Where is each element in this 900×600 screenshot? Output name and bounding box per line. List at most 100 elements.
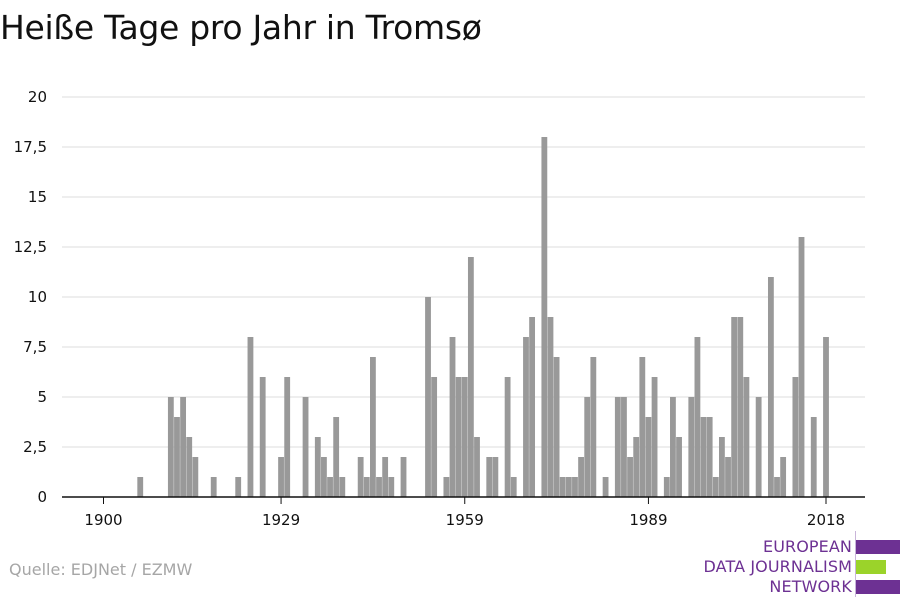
bar	[167, 397, 174, 497]
y-tick-label: 12,5	[14, 238, 47, 256]
x-tick-label: 1989	[629, 511, 667, 529]
logo-bar-purple-top	[856, 540, 900, 554]
bar	[357, 457, 364, 497]
bar	[670, 397, 676, 497]
bar	[663, 477, 670, 497]
bar	[369, 357, 376, 497]
y-tick-label: 7,5	[23, 338, 47, 356]
logo-line-1: EUROPEAN	[762, 537, 852, 556]
bar	[731, 317, 738, 497]
bar	[565, 477, 572, 497]
y-tick-label: 5	[37, 388, 47, 406]
bar	[676, 437, 682, 497]
bar	[504, 377, 511, 497]
bar	[743, 377, 750, 497]
logo-bar-purple-bottom	[856, 580, 900, 594]
bar	[382, 457, 389, 497]
bar	[363, 477, 370, 497]
logo-line-2: DATA JOURNALISM	[703, 557, 852, 576]
y-tick-label: 15	[28, 188, 47, 206]
bar	[443, 477, 450, 497]
bar	[247, 337, 254, 497]
bar	[547, 317, 554, 497]
bar	[627, 457, 633, 497]
bar	[235, 477, 242, 497]
bar	[590, 357, 597, 497]
bar	[774, 477, 780, 497]
edjnet-logo[interactable]: EUROPEAN DATA JOURNALISM NETWORK	[700, 531, 900, 597]
bar	[510, 477, 517, 497]
bar	[388, 477, 395, 497]
logo-bar-green	[856, 560, 886, 574]
bar	[461, 377, 468, 497]
bar	[823, 337, 829, 497]
bar	[572, 477, 578, 497]
bar	[314, 437, 321, 497]
bar	[810, 417, 817, 497]
logo-text: EUROPEAN DATA JOURNALISM NETWORK	[704, 537, 852, 597]
x-tick-label: 1929	[262, 511, 300, 529]
y-tick-label: 10	[28, 288, 47, 306]
bar	[553, 357, 560, 497]
bar	[737, 317, 744, 497]
bar	[780, 457, 787, 497]
bar	[651, 377, 658, 497]
bar	[327, 477, 333, 497]
bar	[706, 417, 713, 497]
bar	[578, 457, 584, 497]
bar	[474, 437, 480, 497]
x-tick-label: 2018	[807, 511, 845, 529]
bar	[755, 397, 762, 497]
logo-line-3: NETWORK	[769, 577, 852, 596]
bar	[192, 457, 199, 497]
bar	[486, 457, 493, 497]
bar	[602, 477, 609, 497]
bar	[186, 437, 193, 497]
bar	[259, 377, 266, 497]
bar	[621, 397, 627, 497]
bar	[210, 477, 217, 497]
bar	[425, 297, 431, 497]
x-tick-label: 1959	[446, 511, 484, 529]
bar	[688, 397, 695, 497]
bar	[798, 237, 805, 497]
bar	[321, 457, 327, 497]
bar	[523, 337, 529, 497]
y-tick-label: 2,5	[23, 438, 47, 456]
bar	[639, 357, 646, 497]
y-tick-label: 0	[37, 488, 47, 506]
bar	[449, 337, 456, 497]
bar	[302, 397, 309, 497]
bar	[492, 457, 499, 497]
bar	[633, 437, 640, 497]
bar	[174, 417, 180, 497]
bar	[529, 317, 536, 497]
bar	[339, 477, 346, 497]
bar	[725, 457, 731, 497]
bar	[400, 457, 407, 497]
bar	[700, 417, 707, 497]
source-note: Quelle: EDJNet / EZMW	[9, 560, 193, 579]
bar	[719, 437, 725, 497]
bar	[278, 457, 284, 497]
y-tick-label: 20	[28, 88, 47, 106]
bar	[284, 377, 291, 497]
bar	[792, 377, 799, 497]
bar	[467, 257, 474, 497]
bars	[137, 137, 829, 497]
logo-divider	[855, 531, 856, 597]
y-axis-tick-labels: 0 2,5 5 7,5 10 12,5 15 17,5 20	[14, 88, 47, 506]
bar	[645, 417, 652, 497]
bar	[376, 477, 382, 497]
bar	[767, 277, 774, 497]
bar	[431, 377, 438, 497]
bar	[694, 337, 701, 497]
bar	[614, 397, 621, 497]
bar	[559, 477, 566, 497]
x-tick-label: 1900	[84, 511, 122, 529]
chart-title: Heiße Tage pro Jahr in Tromsø	[0, 8, 482, 47]
bar	[333, 417, 340, 497]
bar	[455, 377, 462, 497]
bar	[180, 397, 187, 497]
